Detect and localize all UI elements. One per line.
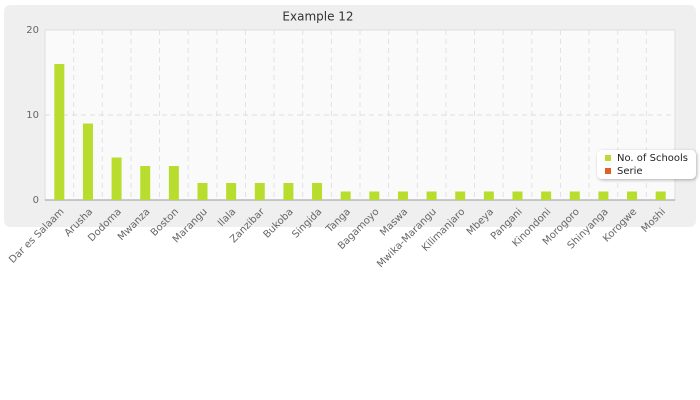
bar	[226, 183, 237, 200]
bar	[283, 183, 294, 200]
bar	[598, 191, 609, 200]
y-tick-label: 0	[33, 195, 39, 206]
bar	[254, 183, 265, 200]
y-tick-label: 20	[26, 25, 39, 36]
bar	[369, 191, 380, 200]
bar	[397, 191, 408, 200]
chart-title: Example 12	[282, 10, 353, 24]
legend-swatch	[605, 168, 611, 174]
bar	[455, 191, 466, 200]
legend-label: No. of Schools	[617, 153, 688, 164]
legend-label: Serie	[617, 166, 643, 177]
bar	[197, 183, 208, 200]
bar	[655, 191, 666, 200]
bar	[168, 166, 179, 200]
bar	[54, 64, 65, 200]
bar	[569, 191, 580, 200]
bar	[312, 183, 323, 200]
bar	[426, 191, 437, 200]
y-tick-label: 10	[26, 110, 39, 121]
bar	[111, 157, 122, 200]
bar	[483, 191, 494, 200]
legend-swatch	[605, 155, 611, 161]
bar	[512, 191, 523, 200]
legend-box	[597, 150, 696, 179]
bar	[627, 191, 638, 200]
bar	[82, 123, 93, 200]
bar	[340, 191, 351, 200]
bar	[541, 191, 552, 200]
bar	[140, 166, 151, 200]
